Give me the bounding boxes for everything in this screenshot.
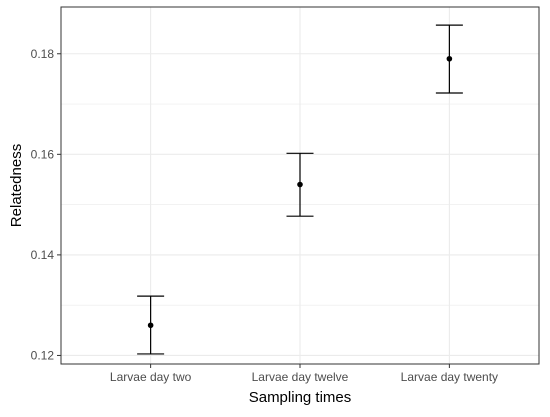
y-axis-ticks: 0.12 0.14 0.16 0.18 (31, 47, 61, 362)
y-tick-label: 0.18 (31, 47, 55, 61)
data-points (147, 55, 453, 329)
data-point (446, 55, 453, 62)
data-point (297, 181, 303, 188)
x-axis-title: Sampling times (249, 389, 352, 406)
panel-border (60, 6, 540, 365)
y-tick-label: 0.14 (31, 248, 55, 262)
data-point (147, 322, 154, 329)
y-axis-title: Relatedness (8, 144, 25, 227)
x-tick-label: Larvae day two (110, 370, 192, 384)
y-tick-label: 0.12 (31, 348, 55, 362)
y-tick-label: 0.16 (31, 147, 55, 161)
x-tick-label: Larvae day twenty (401, 370, 498, 384)
x-tick-label: Larvae day twelve (252, 370, 349, 384)
x-axis-ticks: Larvae day two Larvae day twelve Larvae da… (110, 364, 498, 384)
